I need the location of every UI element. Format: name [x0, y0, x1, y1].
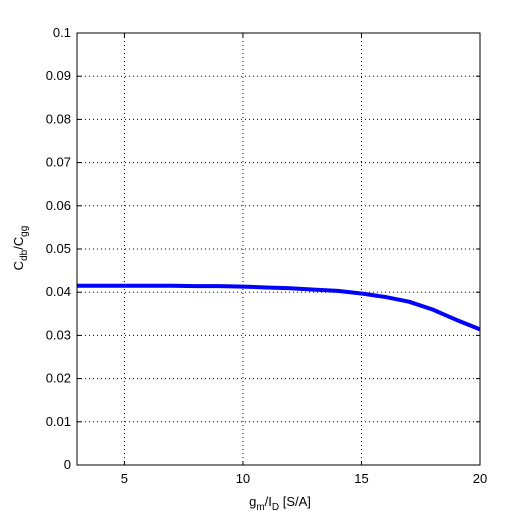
y-tick-label: 0.08 — [46, 111, 71, 126]
series-line — [77, 283, 481, 332]
x-tick-label: 15 — [354, 471, 368, 486]
y-tick-label: 0 — [64, 457, 71, 472]
y-tick-label: 0.09 — [46, 68, 71, 83]
grid-lines — [77, 33, 480, 465]
tick-marks — [77, 32, 481, 466]
x-tick-label: 5 — [121, 471, 128, 486]
y-tick-label: 0.02 — [46, 371, 71, 386]
y-tick-label: 0.04 — [46, 284, 71, 299]
y-tick-labels: 0 0.01 0.02 0.03 0.04 0.05 0.06 0.07 0.08 0.09 0.1 — [46, 25, 71, 472]
y-axis-label: Cdb/Cgg — [11, 226, 30, 271]
x-tick-label: 20 — [473, 471, 487, 486]
series-layer — [77, 283, 481, 332]
y-tick-label: 0.05 — [46, 241, 71, 256]
x-tick-labels: 5 10 15 20 — [121, 471, 487, 486]
x-tick-label: 10 — [236, 471, 250, 486]
y-tick-label: 0.1 — [53, 25, 71, 40]
y-tick-label: 0.03 — [46, 327, 71, 342]
x-axis-label: gm/ID [S/A] — [249, 494, 311, 513]
y-tick-label: 0.07 — [46, 155, 71, 170]
y-tick-label: 0.01 — [46, 414, 71, 429]
y-tick-label: 0.06 — [46, 198, 71, 213]
